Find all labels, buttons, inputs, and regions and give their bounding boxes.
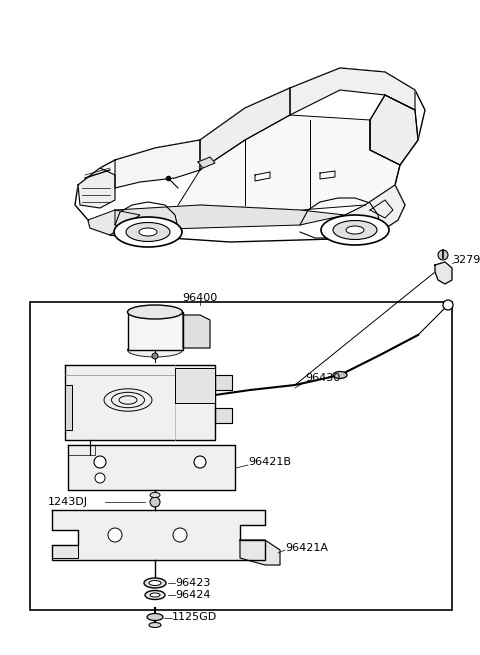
Text: 32796D: 32796D (452, 255, 480, 265)
Ellipse shape (114, 217, 182, 247)
Text: 96421B: 96421B (248, 457, 291, 467)
Circle shape (194, 456, 206, 468)
Text: 1243DJ: 1243DJ (48, 497, 88, 507)
Ellipse shape (333, 371, 347, 379)
Ellipse shape (149, 580, 161, 586)
Polygon shape (115, 140, 200, 188)
Polygon shape (115, 205, 345, 230)
Polygon shape (200, 88, 290, 170)
Circle shape (94, 456, 106, 468)
Ellipse shape (346, 226, 364, 234)
Bar (128, 312, 183, 350)
Text: 96430: 96430 (305, 373, 340, 383)
Text: 1125GD: 1125GD (172, 612, 217, 622)
Polygon shape (75, 68, 425, 242)
Ellipse shape (321, 215, 389, 245)
Polygon shape (240, 540, 280, 565)
Ellipse shape (149, 622, 161, 627)
Polygon shape (68, 445, 235, 490)
Polygon shape (52, 510, 265, 560)
Ellipse shape (147, 614, 163, 620)
Circle shape (438, 250, 448, 260)
Bar (175, 368, 215, 403)
Polygon shape (215, 375, 232, 390)
Ellipse shape (333, 221, 377, 240)
Polygon shape (175, 115, 400, 210)
Polygon shape (215, 408, 232, 423)
Ellipse shape (128, 343, 182, 357)
Text: 96424: 96424 (175, 590, 211, 600)
Polygon shape (345, 185, 405, 238)
Polygon shape (65, 365, 215, 440)
Ellipse shape (150, 493, 160, 498)
Polygon shape (370, 95, 418, 165)
Polygon shape (78, 168, 115, 208)
Polygon shape (198, 157, 215, 168)
Circle shape (173, 528, 187, 542)
Ellipse shape (128, 305, 182, 319)
Ellipse shape (126, 223, 170, 242)
Polygon shape (68, 445, 95, 455)
Circle shape (95, 473, 105, 483)
Polygon shape (290, 68, 415, 115)
Polygon shape (183, 315, 210, 348)
Polygon shape (88, 210, 140, 235)
Polygon shape (435, 262, 452, 284)
Ellipse shape (150, 593, 160, 597)
Text: 96423: 96423 (175, 578, 210, 588)
Circle shape (150, 497, 160, 507)
Text: 96421A: 96421A (285, 543, 328, 553)
Polygon shape (65, 385, 72, 430)
Circle shape (108, 528, 122, 542)
Circle shape (152, 353, 158, 359)
Ellipse shape (144, 578, 166, 588)
Ellipse shape (139, 228, 157, 236)
Ellipse shape (145, 591, 165, 599)
Polygon shape (52, 545, 78, 558)
Text: 96400: 96400 (182, 293, 217, 303)
Circle shape (443, 300, 453, 310)
Bar (30, 302, 452, 610)
